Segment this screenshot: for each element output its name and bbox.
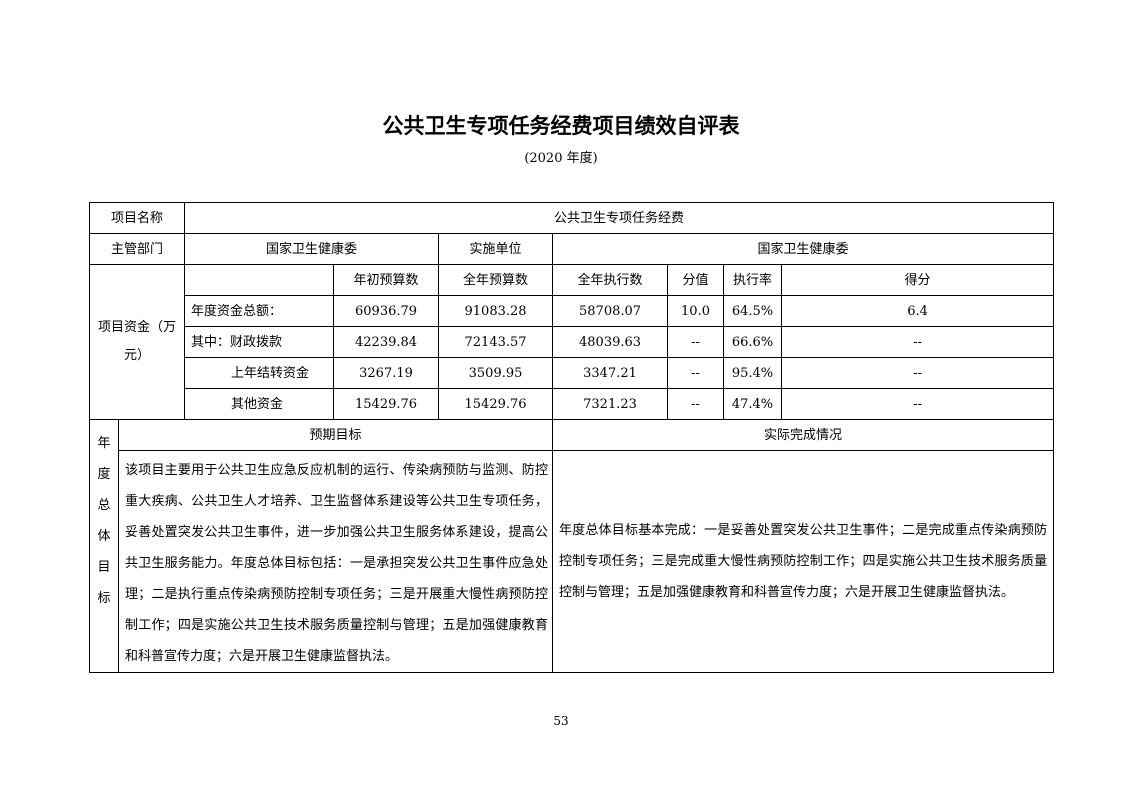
goals-content-row: 该项目主要用于公共卫生应急反应机制的运行、传染病预防与监测、防控重大疾病、公共卫… (90, 450, 1055, 673)
funds-cell: 66.6% (723, 326, 783, 358)
funds-row-label: 其中：财政拨款 (184, 326, 335, 358)
funds-row-label: 年度资金总额： (184, 295, 335, 327)
performance-table: 项目名称 公共卫生专项任务经费 主管部门 国家卫生健康委 实施单位 国家卫生健康… (88, 202, 1055, 673)
funds-cell: 10.0 (667, 295, 725, 327)
funds-cell: -- (667, 326, 725, 358)
funds-header: 得分 (781, 264, 1055, 296)
funds-label: 项目资金（万元） (88, 264, 186, 420)
actual-completion-header: 实际完成情况 (552, 419, 1055, 451)
funds-row: 其中：财政拨款 42239.84 72143.57 48039.63 -- 66… (90, 326, 1055, 358)
impl-unit-value: 国家卫生健康委 (552, 233, 1055, 265)
funds-cell: 91083.28 (438, 295, 554, 327)
funds-header: 全年预算数 (438, 264, 554, 296)
funds-cell: 3347.21 (552, 357, 669, 389)
funds-header: 分值 (667, 264, 725, 296)
funds-cell: 60936.79 (333, 295, 440, 327)
funds-cell: 64.5% (723, 295, 783, 327)
actual-completion-text: 年度总体目标基本完成：一是妥善处置突发公共卫生事件；二是完成重点传染病预防控制专… (552, 450, 1055, 673)
funds-cell: 3267.19 (333, 357, 440, 389)
document-title: 公共卫生专项任务经费项目绩效自评表 (382, 114, 740, 138)
funds-cell: 15429.76 (333, 388, 440, 420)
funds-cell: 15429.76 (438, 388, 554, 420)
page-number: 53 (553, 714, 569, 728)
funds-cell: 7321.23 (552, 388, 669, 420)
funds-row-label: 上年结转资金 (184, 357, 335, 389)
funds-cell: 72143.57 (438, 326, 554, 358)
department-label: 主管部门 (88, 233, 186, 265)
funds-cell: 42239.84 (333, 326, 440, 358)
goals-header-row: 年度总体目标 预期目标 实际完成情况 (89, 419, 1055, 673)
project-name-row: 项目名称 公共卫生专项任务经费 (88, 202, 1055, 234)
funds-header: 全年执行数 (552, 264, 669, 296)
funds-cell: 58708.07 (552, 295, 669, 327)
funds-header-row: 项目资金（万元） 年初预算数 全年预算数 全年执行数 分值 执行率 得分 (88, 264, 1055, 420)
funds-cell: -- (781, 357, 1055, 389)
document-subtitle: (2020 年度) (524, 151, 598, 166)
department-value: 国家卫生健康委 (184, 233, 440, 265)
expected-goals-header: 预期目标 (117, 419, 554, 451)
expected-goals-text: 该项目主要用于公共卫生应急反应机制的运行、传染病预防与监测、防控重大疾病、公共卫… (117, 450, 554, 673)
funds-cell: 48039.63 (552, 326, 669, 358)
funds-row: 上年结转资金 3267.19 3509.95 3347.21 -- 95.4% … (90, 357, 1055, 389)
funds-row: 其他资金 15429.76 15429.76 7321.23 -- 47.4% … (90, 388, 1055, 420)
funds-cell: 47.4% (723, 388, 783, 420)
funds-row-label: 其他资金 (184, 388, 335, 420)
funds-header (184, 264, 335, 296)
funds-cell: -- (781, 388, 1055, 420)
funds-cell: -- (667, 357, 725, 389)
funds-header: 年初预算数 (333, 264, 440, 296)
funds-cell: 95.4% (723, 357, 783, 389)
funds-cell: -- (667, 388, 725, 420)
funds-row: 年度资金总额： 60936.79 91083.28 58708.07 10.0 … (90, 295, 1055, 327)
project-name-label: 项目名称 (88, 202, 186, 234)
funds-cell: -- (781, 326, 1055, 358)
funds-cell: 3509.95 (438, 357, 554, 389)
annual-goals-label: 年度总体目标 (89, 419, 119, 673)
project-name-value: 公共卫生专项任务经费 (184, 202, 1055, 234)
impl-unit-label: 实施单位 (438, 233, 554, 265)
funds-cell: 6.4 (781, 295, 1055, 327)
funds-header: 执行率 (723, 264, 783, 296)
department-row: 主管部门 国家卫生健康委 实施单位 国家卫生健康委 (88, 233, 1055, 265)
